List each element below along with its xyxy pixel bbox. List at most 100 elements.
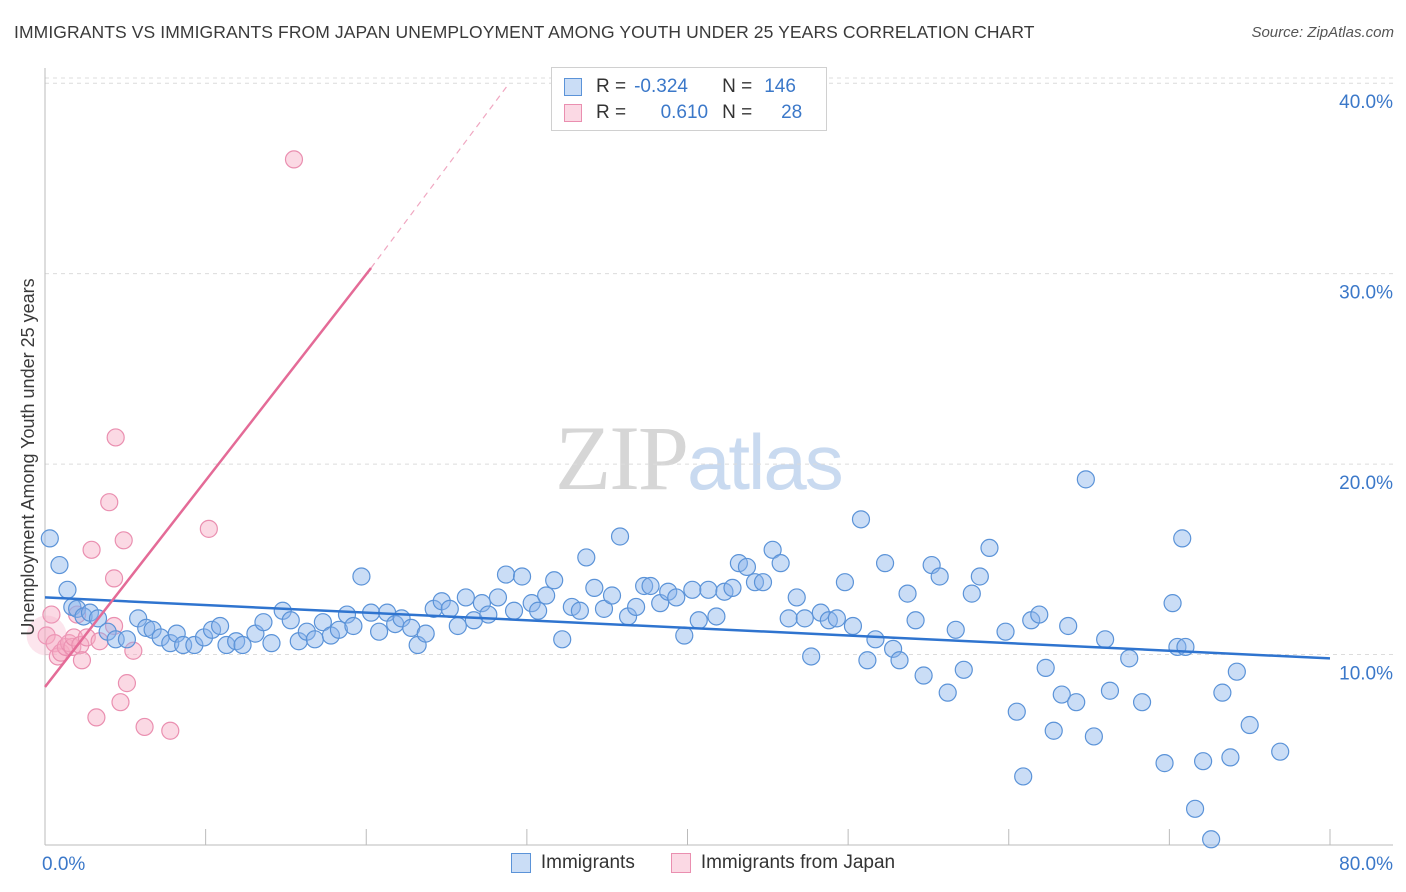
data-point-immigrants bbox=[1213, 683, 1232, 702]
legend-swatch-blue bbox=[510, 853, 531, 873]
data-point-immigrants bbox=[50, 555, 69, 575]
data-point-immigrants bbox=[233, 635, 252, 655]
data-point-japan bbox=[161, 721, 180, 740]
data-point-immigrants bbox=[737, 557, 757, 577]
y-tick-labels: 10.0% 20.0% 30.0% 40.0% bbox=[1339, 92, 1393, 684]
data-point-immigrants bbox=[137, 618, 156, 637]
data-point-japan bbox=[124, 641, 143, 660]
data-point-immigrants bbox=[1185, 799, 1205, 818]
data-point-immigrants bbox=[1084, 727, 1103, 746]
data-point-immigrants bbox=[1076, 470, 1095, 489]
data-point-immigrants bbox=[1132, 693, 1152, 712]
data-point-immigrants bbox=[577, 548, 596, 567]
chart-title: IMMIGRANTS VS IMMIGRANTS FROM JAPAN UNEM… bbox=[14, 22, 1035, 42]
data-point-immigrants bbox=[683, 580, 702, 599]
gridlines bbox=[45, 77, 1393, 656]
legend-swatch-blue bbox=[564, 78, 582, 96]
watermark: ZIPatlas bbox=[555, 405, 844, 511]
data-point-immigrants bbox=[1120, 649, 1139, 668]
y-tick-label: 30.0% bbox=[1339, 283, 1393, 304]
data-point-immigrants bbox=[723, 578, 742, 598]
legend-r-value: 0.610 bbox=[660, 102, 709, 123]
data-point-immigrants bbox=[883, 639, 903, 658]
data-point-immigrants bbox=[594, 599, 614, 618]
data-point-immigrants bbox=[763, 540, 782, 559]
data-point-immigrants bbox=[58, 580, 77, 599]
data-point-immigrants bbox=[1227, 662, 1246, 681]
data-point-immigrants bbox=[512, 567, 532, 586]
legend-row-immigrants: R = -0.324 N = 146 bbox=[564, 75, 796, 99]
data-point-immigrants bbox=[1030, 605, 1049, 624]
data-point-japan bbox=[284, 150, 304, 169]
data-point-japan bbox=[72, 651, 92, 670]
watermark-zip: ZIP bbox=[555, 407, 689, 509]
data-point-japan bbox=[199, 519, 218, 538]
correlation-legend: R = -0.324 N = 146 R = 0.610 N = 28 bbox=[551, 67, 827, 131]
data-point-immigrants bbox=[602, 586, 622, 605]
data-point-immigrants bbox=[344, 616, 363, 636]
data-point-immigrants bbox=[946, 620, 965, 639]
data-point-immigrants bbox=[938, 683, 957, 702]
data-point-immigrants bbox=[1059, 616, 1078, 636]
data-point-immigrants bbox=[779, 609, 798, 628]
data-point-japan-cluster bbox=[26, 615, 67, 656]
data-point-immigrants bbox=[858, 651, 877, 670]
data-point-immigrants bbox=[529, 601, 548, 620]
data-point-immigrants bbox=[522, 594, 541, 613]
legend-swatch-pink bbox=[564, 104, 582, 122]
data-point-immigrants bbox=[906, 611, 925, 630]
trend-line-japan bbox=[44, 267, 373, 688]
x-ticks bbox=[44, 829, 1331, 845]
data-point-immigrants bbox=[914, 666, 933, 685]
x-tick-label-max: 80.0% bbox=[1339, 854, 1393, 875]
data-point-immigrants bbox=[305, 630, 324, 649]
data-point-immigrants bbox=[699, 580, 718, 599]
data-point-immigrants bbox=[40, 529, 59, 548]
legend-item-japan[interactable]: Immigrants from Japan bbox=[670, 852, 895, 874]
immigrants-points bbox=[40, 470, 1290, 849]
data-point-immigrants bbox=[1052, 685, 1071, 704]
data-point-immigrants bbox=[585, 578, 604, 598]
data-point-immigrants bbox=[771, 554, 790, 573]
data-point-immigrants bbox=[707, 607, 726, 626]
data-point-immigrants bbox=[626, 597, 646, 617]
legend-item-immigrants[interactable]: Immigrants bbox=[510, 852, 635, 874]
data-point-immigrants bbox=[1155, 754, 1174, 773]
data-point-immigrants bbox=[1096, 630, 1115, 649]
data-point-immigrants bbox=[313, 613, 332, 632]
data-point-immigrants bbox=[488, 588, 508, 607]
data-point-japan bbox=[87, 708, 106, 727]
data-point-immigrants bbox=[795, 609, 814, 628]
data-point-immigrants bbox=[641, 576, 660, 596]
data-point-japan bbox=[135, 717, 154, 737]
data-point-immigrants bbox=[472, 594, 491, 613]
data-point-immigrants bbox=[753, 573, 773, 592]
trend-line-japan-extension bbox=[370, 82, 510, 269]
legend-swatch-pink bbox=[670, 853, 691, 873]
data-point-immigrants bbox=[1194, 752, 1213, 771]
data-point-immigrants bbox=[416, 624, 435, 643]
legend-n-value: 146 bbox=[764, 76, 796, 97]
legend-r-label: R = bbox=[596, 102, 627, 123]
data-point-immigrants bbox=[370, 622, 389, 641]
data-point-immigrants bbox=[352, 567, 371, 586]
data-point-immigrants bbox=[1067, 693, 1086, 712]
y-tick-label: 10.0% bbox=[1339, 664, 1393, 685]
data-point-immigrants bbox=[545, 571, 564, 590]
data-point-japan bbox=[104, 569, 124, 588]
legend-n-value: 28 bbox=[781, 102, 803, 123]
legend-row-japan: R = 0.610 N = 28 bbox=[564, 101, 802, 125]
data-point-immigrants bbox=[1173, 529, 1192, 548]
data-point-immigrants bbox=[930, 567, 949, 586]
data-point-japan bbox=[117, 674, 137, 693]
data-point-immigrants bbox=[827, 609, 846, 628]
data-point-immigrants bbox=[553, 630, 572, 649]
data-point-immigrants bbox=[1202, 830, 1221, 849]
trend-line-immigrants bbox=[44, 596, 1331, 660]
data-point-immigrants bbox=[1271, 742, 1290, 761]
data-point-immigrants bbox=[890, 651, 909, 670]
data-point-immigrants bbox=[962, 584, 981, 603]
data-point-immigrants bbox=[787, 588, 806, 607]
data-point-immigrants bbox=[1007, 702, 1026, 721]
